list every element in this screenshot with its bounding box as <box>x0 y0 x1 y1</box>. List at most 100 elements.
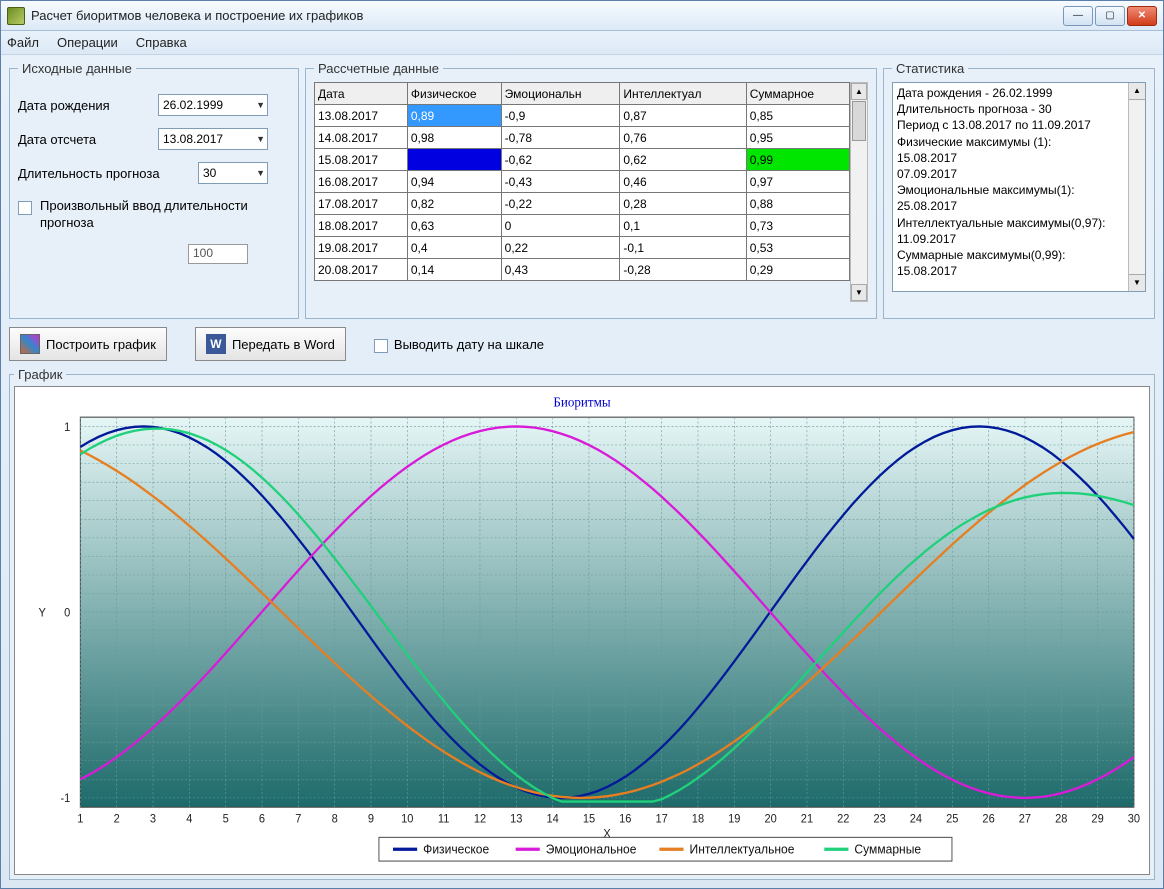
table-row[interactable]: 13.08.20170,89-0,90,870,85 <box>315 105 850 127</box>
svg-text:7: 7 <box>295 813 301 825</box>
svg-text:6: 6 <box>259 813 265 825</box>
custom-length-input[interactable]: 100 <box>188 244 248 264</box>
svg-text:10: 10 <box>401 813 413 825</box>
export-word-label: Передать в Word <box>232 337 335 352</box>
svg-text:30: 30 <box>1128 813 1140 825</box>
table-row[interactable]: 20.08.20170,140,43-0,280,29 <box>315 259 850 281</box>
export-word-button[interactable]: W Передать в Word <box>195 327 346 361</box>
table-row[interactable]: 16.08.20170,94-0,430,460,97 <box>315 171 850 193</box>
table-cell: 0,53 <box>746 237 849 259</box>
titlebar: Расчет биоритмов человека и построение и… <box>1 1 1163 31</box>
chevron-down-icon: ▼ <box>256 168 265 178</box>
menu-operations[interactable]: Операции <box>57 35 118 50</box>
svg-text:1: 1 <box>77 813 83 825</box>
scroll-thumb[interactable] <box>852 101 866 141</box>
svg-text:13: 13 <box>510 813 522 825</box>
table-cell: 20.08.2017 <box>315 259 408 281</box>
svg-text:20: 20 <box>764 813 776 825</box>
scroll-down-button[interactable]: ▼ <box>851 284 867 301</box>
svg-text:9: 9 <box>368 813 374 825</box>
svg-text:11: 11 <box>438 813 449 825</box>
svg-text:3: 3 <box>150 813 156 825</box>
start-date-value: 13.08.2017 <box>163 132 223 146</box>
table-cell: 0,14 <box>407 259 501 281</box>
show-date-on-scale-checkbox[interactable] <box>374 339 388 353</box>
minimize-button[interactable]: — <box>1063 6 1093 26</box>
table-row[interactable]: 14.08.20170,98-0,780,760,95 <box>315 127 850 149</box>
scroll-up-button[interactable]: ▲ <box>1129 83 1145 100</box>
svg-text:15: 15 <box>583 813 595 825</box>
svg-text:16: 16 <box>619 813 631 825</box>
svg-text:-1: -1 <box>60 793 70 805</box>
custom-length-checkbox[interactable] <box>18 201 32 215</box>
svg-text:5: 5 <box>223 813 229 825</box>
svg-text:29: 29 <box>1091 813 1103 825</box>
table-cell: 14.08.2017 <box>315 127 408 149</box>
table-cell: 0,87 <box>620 105 746 127</box>
statistics-group: Статистика Дата рождения - 26.02.1999Дли… <box>883 61 1155 319</box>
word-icon: W <box>206 334 226 354</box>
stats-line: Интеллектуальные максимумы(0,97): <box>897 215 1124 231</box>
table-cell: 16.08.2017 <box>315 171 408 193</box>
stats-line: 11.09.2017 <box>897 231 1124 247</box>
close-button[interactable]: ✕ <box>1127 6 1157 26</box>
calculated-data-legend: Рассчетные данные <box>314 61 443 76</box>
svg-text:18: 18 <box>692 813 704 825</box>
app-icon <box>7 7 25 25</box>
svg-text:Y: Y <box>38 607 46 619</box>
length-value: 30 <box>203 166 216 180</box>
scroll-down-button[interactable]: ▼ <box>1129 274 1145 291</box>
birth-date-value: 26.02.1999 <box>163 98 223 112</box>
svg-text:28: 28 <box>1055 813 1067 825</box>
table-cell: 0,95 <box>746 127 849 149</box>
table-cell: 0,76 <box>620 127 746 149</box>
window-title: Расчет биоритмов человека и построение и… <box>31 8 1063 23</box>
table-cell: 15.08.2017 <box>315 149 408 171</box>
table-cell: 0,28 <box>620 193 746 215</box>
menu-help[interactable]: Справка <box>136 35 187 50</box>
table-cell: -0,22 <box>501 193 620 215</box>
table-cell: -0,1 <box>620 237 746 259</box>
birth-date-input[interactable]: 26.02.1999 ▼ <box>158 94 268 116</box>
source-data-legend: Исходные данные <box>18 61 136 76</box>
start-date-input[interactable]: 13.08.2017 ▼ <box>158 128 268 150</box>
svg-text:Эмоциональное: Эмоциональное <box>546 842 637 856</box>
start-date-label: Дата отсчета <box>18 132 158 147</box>
statistics-legend: Статистика <box>892 61 968 76</box>
table-row[interactable]: 19.08.20170,40,22-0,10,53 <box>315 237 850 259</box>
svg-text:25: 25 <box>946 813 958 825</box>
table-scrollbar[interactable]: ▲ ▼ <box>851 82 868 302</box>
stats-line: 15.08.2017 <box>897 150 1124 166</box>
calculated-data-group: Рассчетные данные ДатаФизическоеЭмоциона… <box>305 61 877 319</box>
table-row[interactable]: 17.08.20170,82-0,220,280,88 <box>315 193 850 215</box>
stats-line: Период с 13.08.2017 по 11.09.2017 <box>897 117 1124 133</box>
table-cell <box>407 149 501 171</box>
stats-scrollbar[interactable]: ▲ ▼ <box>1128 83 1145 291</box>
table-cell: 0,63 <box>407 215 501 237</box>
menubar: Файл Операции Справка <box>1 31 1163 55</box>
content-area: Исходные данные Дата рождения 26.02.1999… <box>1 55 1163 888</box>
length-label: Длительность прогноза <box>18 166 198 181</box>
column-header: Дата <box>315 83 408 105</box>
table-cell: 0,85 <box>746 105 849 127</box>
svg-text:8: 8 <box>332 813 338 825</box>
table-cell: 0,73 <box>746 215 849 237</box>
length-input[interactable]: 30 ▼ <box>198 162 268 184</box>
button-row: Построить график W Передать в Word Вывод… <box>9 323 1155 363</box>
table-cell: -0,62 <box>501 149 620 171</box>
table-cell: 0,97 <box>746 171 849 193</box>
svg-text:Биоритмы: Биоритмы <box>553 394 610 410</box>
maximize-button[interactable]: ▢ <box>1095 6 1125 26</box>
svg-text:12: 12 <box>474 813 486 825</box>
menu-file[interactable]: Файл <box>7 35 39 50</box>
scroll-up-button[interactable]: ▲ <box>851 83 867 100</box>
statistics-text: Дата рождения - 26.02.1999Длительность п… <box>892 82 1146 292</box>
svg-text:19: 19 <box>728 813 740 825</box>
build-chart-button[interactable]: Построить график <box>9 327 167 361</box>
table-cell: 0,46 <box>620 171 746 193</box>
svg-text:Физическое: Физическое <box>423 842 489 856</box>
chart-group: График Биоритмы1234567891011121314151617… <box>9 367 1155 880</box>
table-row[interactable]: 18.08.20170,6300,10,73 <box>315 215 850 237</box>
table-row[interactable]: 15.08.2017-0,620,620,99 <box>315 149 850 171</box>
data-table: ДатаФизическоеЭмоциональнИнтеллектуалСум… <box>314 82 850 281</box>
